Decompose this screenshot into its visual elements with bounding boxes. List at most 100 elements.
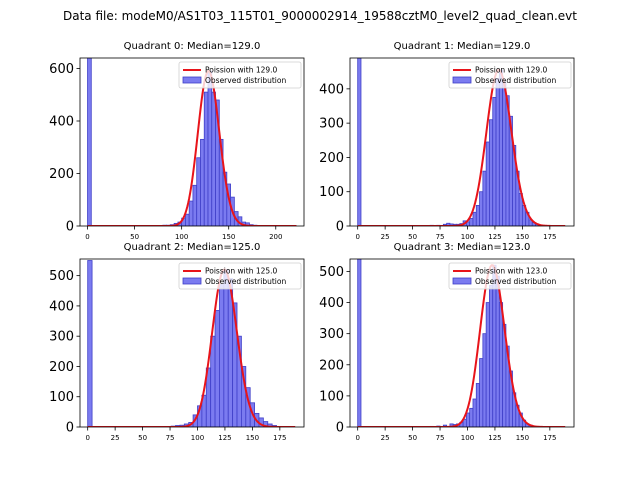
y-tick-label: 100 [319,389,344,404]
y-tick-label: 100 [319,185,344,200]
y-tick-label: 200 [319,358,344,373]
plot-area [357,259,566,427]
x-tick-label: 0 [355,233,359,241]
legend-label-observed: Observed distribution [205,277,286,286]
legend-label-poisson: Poission with 129.0 [475,66,548,75]
histogram-bar [495,78,500,226]
legend-label-poisson: Poission with 125.0 [205,267,278,276]
histogram-bar [469,407,474,427]
histogram-bar [223,269,229,427]
histogram-bar [492,264,497,427]
legend-label-observed: Observed distribution [475,277,556,286]
histogram-bar [485,141,490,226]
poisson-curve [357,264,566,427]
x-tick-label: 75 [436,233,445,241]
x-tick-label: 0 [355,434,359,442]
histogram-bar [357,259,362,427]
poisson-curve [357,69,566,226]
axes-frame [349,258,575,428]
x-tick-label: 125 [218,434,231,442]
legend-box [178,262,302,290]
y-tick-label: 500 [319,265,344,280]
histogram-bar [203,91,209,226]
histogram-bar [479,191,484,226]
histogram-bar [200,138,205,226]
legend-bar-swatch [182,277,202,285]
poisson-curve [87,268,296,427]
histogram-bar [185,213,190,226]
y-tick-label: 300 [49,330,74,345]
plot-area [87,58,297,226]
figure-suptitle: Data file: modeM0/AS1T03_115T01_90000029… [63,9,577,23]
histogram-bar [192,184,198,226]
x-tick-label: 50 [408,434,417,442]
quadrant-panel-3: Quadrant 3: Median=123.00100200300400500… [319,242,575,442]
x-tick-label: 125 [488,233,501,241]
legend-label-observed: Observed distribution [205,76,286,85]
y-tick-label: 600 [49,62,74,77]
legend-box [448,262,572,290]
y-tick-label: 400 [319,296,344,311]
legend-bar-swatch [452,76,472,84]
histogram-bar [87,58,92,226]
histogram-bar [475,383,480,427]
histogram-bar [469,218,474,226]
legend-label-observed: Observed distribution [475,76,556,85]
histogram-bar [188,200,194,226]
x-tick-label: 75 [436,434,445,442]
x-tick-label: 100 [175,233,188,241]
y-tick-label: 0 [336,421,344,436]
x-tick-label: 50 [130,233,139,241]
histogram-bar [357,58,362,226]
x-tick-label: 25 [111,434,120,442]
y-tick-label: 0 [66,421,74,436]
panel-title: Quadrant 0: Median=129.0 [124,41,261,52]
y-tick-label: 400 [49,299,74,314]
histogram-bar [498,302,504,427]
histogram-bar [465,412,471,427]
x-tick-label: 150 [246,434,259,442]
histogram-bar [485,302,490,427]
x-tick-label: 100 [191,434,204,442]
legend-box [178,61,302,89]
x-tick-label: 0 [85,434,89,442]
x-tick-label: 50 [138,434,147,442]
y-tick-label: 400 [319,82,344,97]
histogram-bar [196,157,201,226]
legend-label-poisson: Poission with 129.0 [205,66,278,75]
histogram-bar [475,205,480,226]
histogram-bar [489,119,494,226]
panel-title: Quadrant 3: Median=123.0 [394,242,531,253]
x-tick-label: 25 [381,434,390,442]
histogram-bar [214,310,220,427]
x-tick-label: 150 [222,233,235,241]
histogram-bar [495,275,500,427]
panel-title: Quadrant 1: Median=129.0 [394,41,531,52]
quadrant-panel-0: Quadrant 0: Median=129.0 0 200 400 600 0 50 100… [49,41,305,241]
histogram-bar [482,333,487,427]
histogram-bar [207,70,213,226]
x-tick-label: 100 [461,434,474,442]
legend-box [448,61,572,89]
quadrant-panel-1: Quadrant 1: Median=129.0 0 100 200 300 400 0 25… [319,41,575,241]
poisson-curve [87,70,297,226]
histogram-bar [472,211,477,226]
y-tick-label: 400 [49,115,74,130]
axes-frame [79,57,305,227]
x-tick-label: 150 [516,233,529,241]
panel-title: Quadrant 2: Median=125.0 [124,242,261,253]
histogram-bar [498,69,504,226]
axes-frame [349,57,575,227]
x-tick-label: 125 [488,434,501,442]
histogram-bar [472,398,477,427]
y-tick-label: 200 [319,151,344,166]
y-tick-label: 100 [49,390,74,405]
x-tick-label: 25 [381,233,390,241]
histogram-bar [87,260,93,427]
legend-bar-swatch [182,76,202,84]
y-tick-label: 300 [319,327,344,342]
